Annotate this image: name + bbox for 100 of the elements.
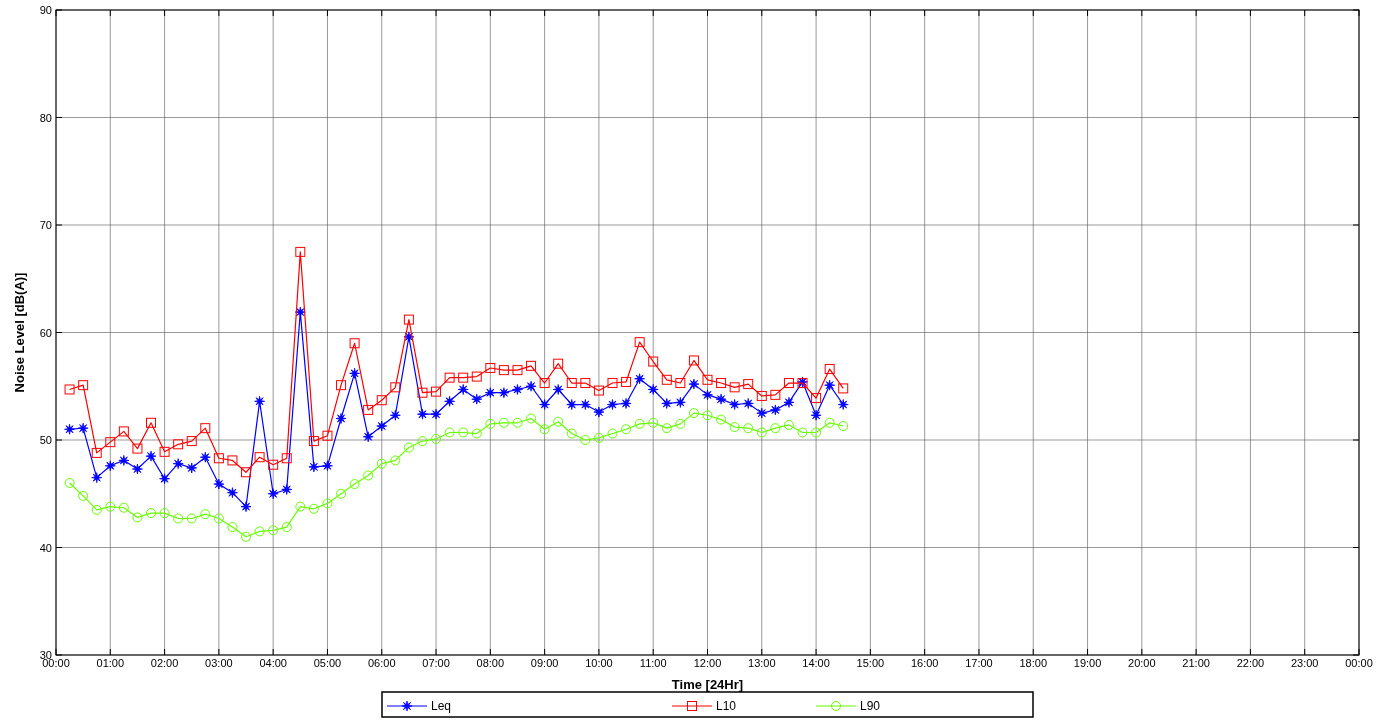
- x-tick-label: 18:00: [1019, 657, 1048, 669]
- x-tick-label: 21:00: [1182, 657, 1210, 669]
- point: [769, 404, 781, 416]
- point: [593, 432, 604, 443]
- point: [268, 459, 279, 470]
- x-tick-label: 03:00: [205, 657, 233, 669]
- point: [498, 417, 509, 428]
- point: [227, 487, 238, 499]
- y-tick-label: 80: [39, 111, 52, 124]
- point: [213, 478, 225, 490]
- point: [675, 378, 686, 389]
- legend-label: L10: [716, 699, 737, 713]
- point: [389, 409, 401, 421]
- point: [471, 371, 482, 382]
- y-tick-label: 90: [39, 4, 52, 16]
- x-tick-label: 19:00: [1073, 657, 1102, 669]
- point: [444, 427, 455, 438]
- point: [756, 407, 768, 419]
- point: [376, 458, 387, 469]
- point: [783, 419, 794, 430]
- point: [647, 384, 659, 395]
- point: [457, 384, 469, 395]
- point: [91, 472, 103, 484]
- point: [715, 393, 727, 405]
- point: [390, 455, 401, 466]
- point: [186, 436, 197, 447]
- point: [376, 420, 388, 432]
- point: [729, 399, 741, 410]
- x-tick-label: 01:00: [96, 657, 125, 669]
- point: [417, 387, 428, 398]
- point: [241, 531, 252, 542]
- x-tick-label: 15:00: [856, 657, 885, 669]
- point: [674, 396, 686, 408]
- x-tick-label: 10:00: [585, 657, 613, 669]
- legend-label: Leq: [431, 699, 452, 713]
- point: [104, 460, 116, 472]
- point: [281, 522, 292, 533]
- point: [729, 422, 740, 433]
- point: [159, 473, 170, 485]
- point: [824, 364, 835, 375]
- point: [322, 460, 333, 472]
- point: [716, 414, 727, 425]
- point: [688, 378, 700, 390]
- point: [295, 501, 306, 512]
- point: [837, 399, 849, 410]
- point: [743, 379, 754, 390]
- point: [159, 508, 170, 519]
- point: [634, 373, 646, 385]
- point: [702, 374, 713, 385]
- point: [811, 393, 822, 404]
- point: [91, 504, 102, 515]
- point: [64, 423, 75, 435]
- point: [431, 433, 442, 444]
- point: [526, 413, 537, 424]
- point: [159, 446, 170, 457]
- point: [566, 378, 577, 389]
- point: [118, 502, 129, 513]
- y-tick-label: 50: [39, 434, 52, 446]
- point: [200, 509, 211, 520]
- point: [390, 382, 401, 393]
- point: [322, 430, 333, 441]
- x-tick-label: 09:00: [530, 657, 559, 669]
- point: [294, 306, 306, 318]
- x-tick-label: 14:00: [802, 657, 830, 669]
- point: [566, 399, 578, 410]
- point: [607, 378, 618, 389]
- x-tick-label: 11:00: [639, 657, 667, 669]
- point: [132, 443, 143, 454]
- x-tick-label: 07:00: [422, 657, 450, 669]
- x-tick-label: 23:00: [1290, 657, 1319, 669]
- point: [580, 435, 591, 445]
- point: [200, 423, 211, 434]
- point: [227, 455, 238, 466]
- point: [146, 417, 157, 428]
- point: [661, 423, 672, 434]
- point: [458, 372, 469, 383]
- point: [268, 525, 279, 536]
- x-tick-label: 04:00: [259, 657, 287, 669]
- point: [458, 427, 469, 438]
- point: [661, 374, 672, 385]
- point: [173, 439, 184, 450]
- point: [403, 442, 414, 453]
- point: [172, 458, 184, 470]
- point: [634, 418, 645, 429]
- x-tick-label: 20:00: [1128, 657, 1156, 669]
- point: [661, 398, 673, 409]
- point: [770, 423, 781, 434]
- point: [281, 484, 293, 495]
- point: [688, 355, 699, 366]
- point: [240, 501, 252, 513]
- x-tick-label: 22:00: [1236, 657, 1265, 669]
- point: [335, 413, 347, 424]
- point: [824, 417, 835, 428]
- point: [526, 360, 537, 371]
- point: [186, 462, 198, 474]
- point: [64, 384, 75, 395]
- point: [729, 382, 740, 393]
- point: [811, 427, 822, 438]
- point: [322, 498, 333, 509]
- point: [824, 379, 836, 391]
